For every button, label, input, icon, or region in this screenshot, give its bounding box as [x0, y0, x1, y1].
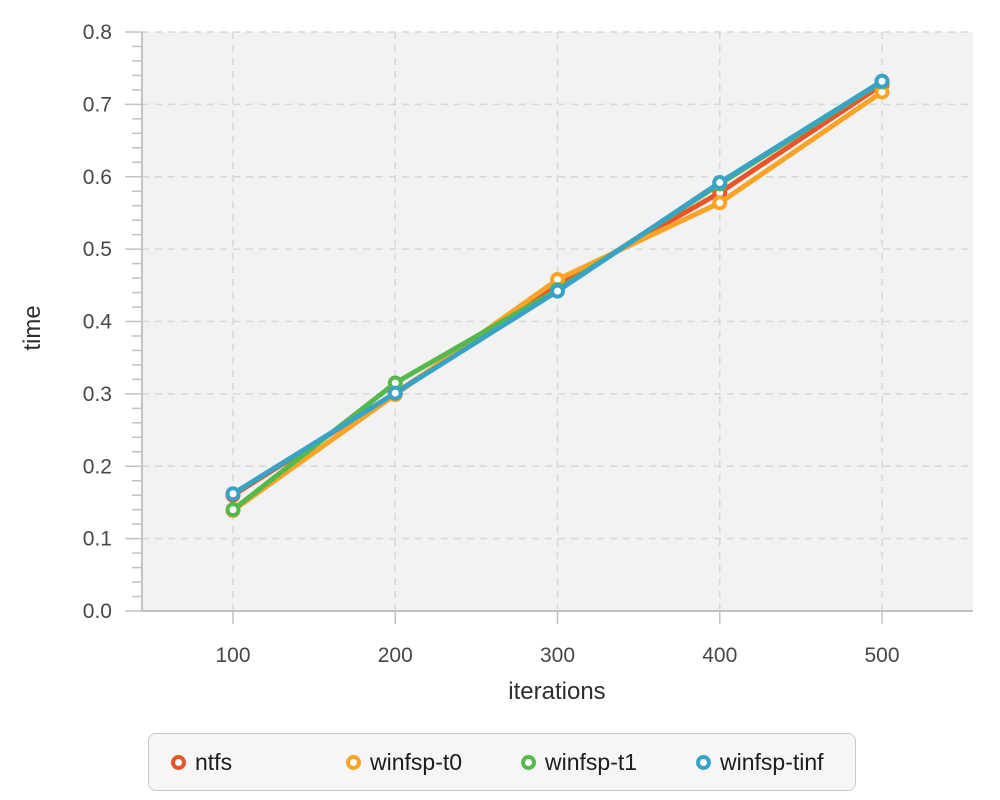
data-point-marker — [225, 486, 241, 502]
x-tick-label: 500 — [864, 644, 899, 667]
data-point-marker — [550, 283, 565, 299]
series-winfsp-tinf — [225, 73, 890, 502]
x-tick-label: 400 — [702, 644, 737, 667]
gridlines — [142, 31, 973, 611]
y-tick-label: 0.1 — [83, 528, 112, 551]
y-tick-label: 0.8 — [83, 21, 112, 44]
tick-labels: 100 200 300 400 500 0.0 0.1 0.2 0.3 0.4 0.5 0.6 0.7 0… — [83, 21, 900, 667]
y-axis-title: time — [19, 305, 46, 350]
axis-lines — [141, 32, 973, 612]
data-point-marker — [874, 73, 890, 89]
legend-label: winfsp-t1 — [545, 748, 638, 775]
x-tick-label: 200 — [378, 644, 413, 667]
legend-marker-icon — [171, 754, 186, 770]
x-tick-label: 300 — [540, 644, 575, 667]
legend-marker-icon — [521, 754, 536, 770]
data-point-marker — [712, 195, 728, 211]
y-tick-label: 0.3 — [83, 383, 112, 406]
legend-item-winfsp-t0: winfsp-t0 — [346, 749, 521, 776]
legend-label: winfsp-tinf — [720, 748, 824, 775]
legend-label: ntfs — [195, 748, 233, 775]
data-point-marker — [712, 175, 728, 191]
data-point-marker — [387, 385, 403, 401]
x-axis-title: iterations — [508, 678, 605, 705]
legend-item-winfsp-tinf: winfsp-tinf — [696, 749, 824, 776]
legend-label: winfsp-t0 — [370, 748, 463, 775]
y-tick-label: 0.4 — [83, 311, 113, 334]
legend-item-winfsp-t1: winfsp-t1 — [521, 749, 696, 776]
y-tick-label: 0.7 — [83, 93, 112, 116]
y-tick-label: 0.5 — [83, 238, 112, 261]
data-series — [225, 73, 890, 518]
legend-marker-icon — [696, 754, 711, 770]
y-tick-label: 0.0 — [83, 600, 112, 623]
y-tick-label: 0.2 — [83, 455, 112, 478]
data-point-marker — [225, 502, 241, 518]
legend: ntfs winfsp-t0 winfsp-t1 winfsp-tinf — [148, 733, 856, 791]
legend-item-ntfs: ntfs — [171, 749, 346, 776]
axis-ticks — [125, 31, 883, 624]
legend-marker-icon — [346, 754, 361, 770]
y-tick-label: 0.6 — [83, 166, 112, 189]
x-tick-label: 100 — [215, 644, 250, 667]
